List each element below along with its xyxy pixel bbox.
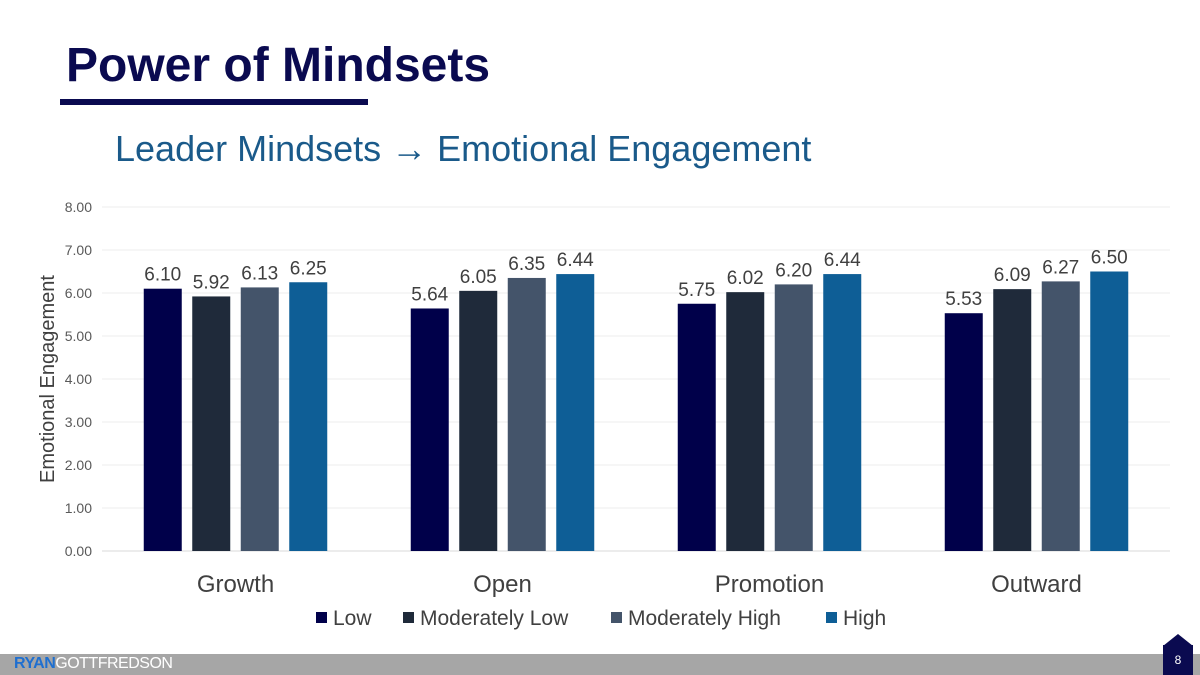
data-label: 6.44 — [824, 250, 861, 271]
y-axis-label: Emotional Engagement — [37, 275, 59, 483]
page-number: 8 — [1163, 645, 1193, 675]
legend-swatch — [611, 612, 622, 623]
data-label: 5.53 — [945, 289, 982, 310]
data-label: 6.02 — [727, 268, 764, 289]
footer-bar — [0, 654, 1200, 675]
legend-swatch — [403, 612, 414, 623]
legend-label: Low — [333, 607, 372, 630]
y-tick-label: 3.00 — [65, 414, 92, 430]
bar — [507, 277, 546, 551]
bar — [944, 313, 983, 551]
bar — [410, 308, 449, 551]
bar — [1090, 271, 1129, 551]
data-label: 6.09 — [994, 265, 1031, 286]
bar-chart: 0.00 1.00 2.00 3.00 4.00 5.00 6.00 7.00 8.00 Emot… — [37, 199, 1170, 630]
x-tick-label: Outward — [991, 571, 1082, 598]
data-label: 6.25 — [290, 258, 327, 279]
bar — [240, 287, 279, 551]
data-label: 6.50 — [1091, 248, 1128, 269]
data-label: 6.27 — [1042, 257, 1079, 278]
bar — [289, 282, 328, 551]
slide-subtitle: Leader Mindsets → Emotional Engagement — [115, 128, 812, 169]
y-tick-label: 8.00 — [65, 199, 92, 215]
data-label: 6.44 — [557, 250, 594, 271]
title-underline — [60, 99, 368, 105]
legend-swatch — [316, 612, 327, 623]
y-tick-label: 5.00 — [65, 328, 92, 344]
data-label: 5.75 — [678, 280, 715, 301]
data-label: 6.05 — [460, 267, 497, 288]
y-tick-label: 2.00 — [65, 457, 92, 473]
bar — [774, 284, 813, 551]
bar — [192, 296, 231, 551]
data-label: 5.92 — [193, 272, 230, 293]
y-tick-label: 4.00 — [65, 371, 92, 387]
y-tick-label: 1.00 — [65, 500, 92, 516]
x-tick-label: Open — [473, 571, 532, 598]
bar — [726, 292, 765, 551]
data-label: 6.20 — [775, 260, 812, 281]
data-label: 6.13 — [241, 263, 278, 284]
brand-logo: RYANGOTTFREDSON — [14, 655, 173, 672]
legend-label: Moderately High — [628, 607, 781, 630]
data-label: 6.35 — [508, 254, 545, 275]
page-badge-tip — [1163, 634, 1193, 646]
bar — [823, 274, 862, 551]
bar — [143, 288, 182, 551]
legend-label: Moderately Low — [420, 607, 569, 630]
bar — [556, 274, 595, 551]
data-label: 5.64 — [411, 284, 448, 305]
slide-title: Power of Mindsets — [66, 39, 491, 92]
legend-label: High — [843, 607, 886, 630]
x-tick-label: Promotion — [715, 571, 824, 598]
x-tick-label: Growth — [197, 571, 274, 598]
bar — [1041, 281, 1080, 551]
y-tick-label: 7.00 — [65, 242, 92, 258]
y-tick-label: 6.00 — [65, 285, 92, 301]
data-label: 6.10 — [144, 265, 181, 286]
bar — [993, 289, 1032, 551]
legend-swatch — [826, 612, 837, 623]
y-tick-label: 0.00 — [65, 543, 92, 559]
bar — [459, 290, 498, 551]
bar — [677, 303, 716, 551]
